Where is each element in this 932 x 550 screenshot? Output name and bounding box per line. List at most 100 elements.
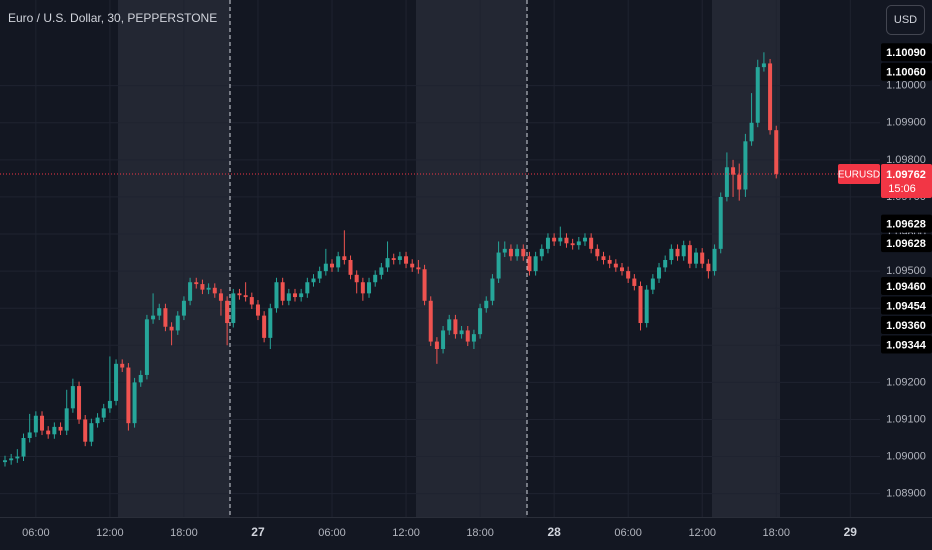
candle-body bbox=[459, 330, 464, 335]
countdown-label: 15:06 bbox=[888, 183, 916, 195]
candle-body bbox=[237, 293, 242, 296]
candle-body bbox=[58, 426, 63, 431]
candle-body bbox=[484, 300, 489, 309]
candle-body bbox=[354, 274, 359, 283]
candle-body bbox=[478, 308, 483, 335]
candle-body bbox=[638, 285, 643, 324]
candle-body bbox=[126, 367, 131, 424]
candle-body bbox=[83, 419, 88, 442]
candle-body bbox=[768, 63, 773, 131]
candle-body bbox=[422, 269, 427, 301]
candle-body bbox=[305, 282, 310, 294]
candle-body bbox=[576, 241, 581, 246]
candle-body bbox=[40, 415, 45, 431]
candle-body bbox=[552, 237, 557, 242]
candle-body bbox=[675, 248, 680, 257]
price-label: 1.09628 bbox=[886, 238, 926, 250]
candle-body bbox=[64, 408, 69, 431]
candle-body bbox=[595, 248, 600, 257]
candle-body bbox=[348, 259, 353, 275]
candle-body bbox=[441, 330, 446, 349]
candle-body bbox=[169, 326, 174, 331]
candle-body bbox=[225, 300, 230, 324]
price-label: 1.09344 bbox=[886, 339, 927, 351]
currency-label[interactable]: USD bbox=[894, 14, 917, 26]
candle-body bbox=[268, 308, 273, 338]
candle-body bbox=[465, 330, 470, 342]
y-tick-label: 1.09200 bbox=[886, 376, 926, 388]
candle-body bbox=[243, 295, 248, 298]
candle-body bbox=[89, 423, 94, 442]
price-label-box bbox=[881, 234, 932, 253]
candle-body bbox=[21, 438, 26, 457]
candle-body bbox=[157, 308, 162, 316]
y-tick-label: 1.10000 bbox=[886, 80, 926, 92]
candle-body bbox=[95, 417, 100, 424]
last-price-label: 1.09762 bbox=[886, 169, 926, 181]
candle-body bbox=[434, 341, 439, 349]
candle-body bbox=[601, 256, 606, 260]
price-label-box bbox=[881, 296, 932, 315]
y-tick-label: 1.09100 bbox=[886, 413, 926, 425]
candle-body bbox=[502, 248, 507, 253]
candle-body bbox=[508, 248, 513, 257]
candle-body bbox=[132, 382, 137, 424]
candle-body bbox=[416, 267, 421, 270]
candle-body bbox=[262, 315, 267, 338]
candle-body bbox=[687, 245, 692, 264]
x-tick-label: 06:00 bbox=[22, 527, 50, 539]
candle-body bbox=[589, 237, 594, 249]
last-price-box bbox=[881, 163, 932, 198]
candle-body bbox=[138, 374, 143, 383]
candle-body bbox=[632, 278, 637, 286]
symbol-label: EURUSD bbox=[838, 170, 880, 181]
candle-body bbox=[317, 271, 322, 279]
y-tick-label: 1.09000 bbox=[886, 450, 926, 462]
candle-body bbox=[212, 287, 217, 294]
candle-body bbox=[33, 415, 38, 433]
candle-body bbox=[163, 308, 168, 327]
candle-body bbox=[496, 252, 501, 279]
candle-body bbox=[114, 363, 119, 401]
candle-body bbox=[200, 284, 205, 290]
candle-body bbox=[471, 334, 476, 342]
price-label-box bbox=[881, 315, 932, 334]
candle-body bbox=[731, 167, 736, 175]
x-tick-label: 28 bbox=[547, 525, 561, 539]
candle-body bbox=[206, 287, 211, 290]
candle-body bbox=[545, 237, 550, 249]
candle-body bbox=[626, 271, 631, 279]
candle-body bbox=[539, 248, 544, 257]
candle-body bbox=[737, 174, 742, 190]
candle-body bbox=[27, 432, 32, 439]
candle-body bbox=[755, 67, 760, 123]
candle-body bbox=[515, 248, 520, 257]
candle-body bbox=[743, 141, 748, 190]
candle-body bbox=[311, 278, 316, 283]
x-tick-label: 12:00 bbox=[392, 527, 420, 539]
candle-body bbox=[385, 258, 390, 268]
session-band bbox=[416, 0, 527, 517]
candle-body bbox=[46, 430, 51, 435]
price-label-box bbox=[881, 62, 932, 81]
candle-body bbox=[231, 293, 236, 324]
candle-body bbox=[286, 293, 291, 301]
y-tick-label: 1.09900 bbox=[886, 117, 926, 129]
price-label: 1.09628 bbox=[886, 219, 926, 231]
candle-body bbox=[15, 456, 20, 459]
price-label: 1.09454 bbox=[886, 300, 927, 312]
candle-body bbox=[3, 460, 7, 463]
candle-body bbox=[582, 237, 587, 242]
y-tick-label: 1.08900 bbox=[886, 488, 926, 500]
candle-body bbox=[144, 319, 149, 375]
session-band bbox=[118, 0, 230, 517]
y-tick-label: 1.09800 bbox=[886, 154, 926, 166]
candle-body bbox=[527, 256, 532, 272]
x-tick-label: 18:00 bbox=[170, 527, 198, 539]
candle-body bbox=[564, 237, 569, 244]
currency-button[interactable] bbox=[886, 5, 925, 35]
candle-body bbox=[342, 256, 347, 260]
candle-body bbox=[607, 259, 612, 264]
symbol-box bbox=[838, 163, 880, 184]
